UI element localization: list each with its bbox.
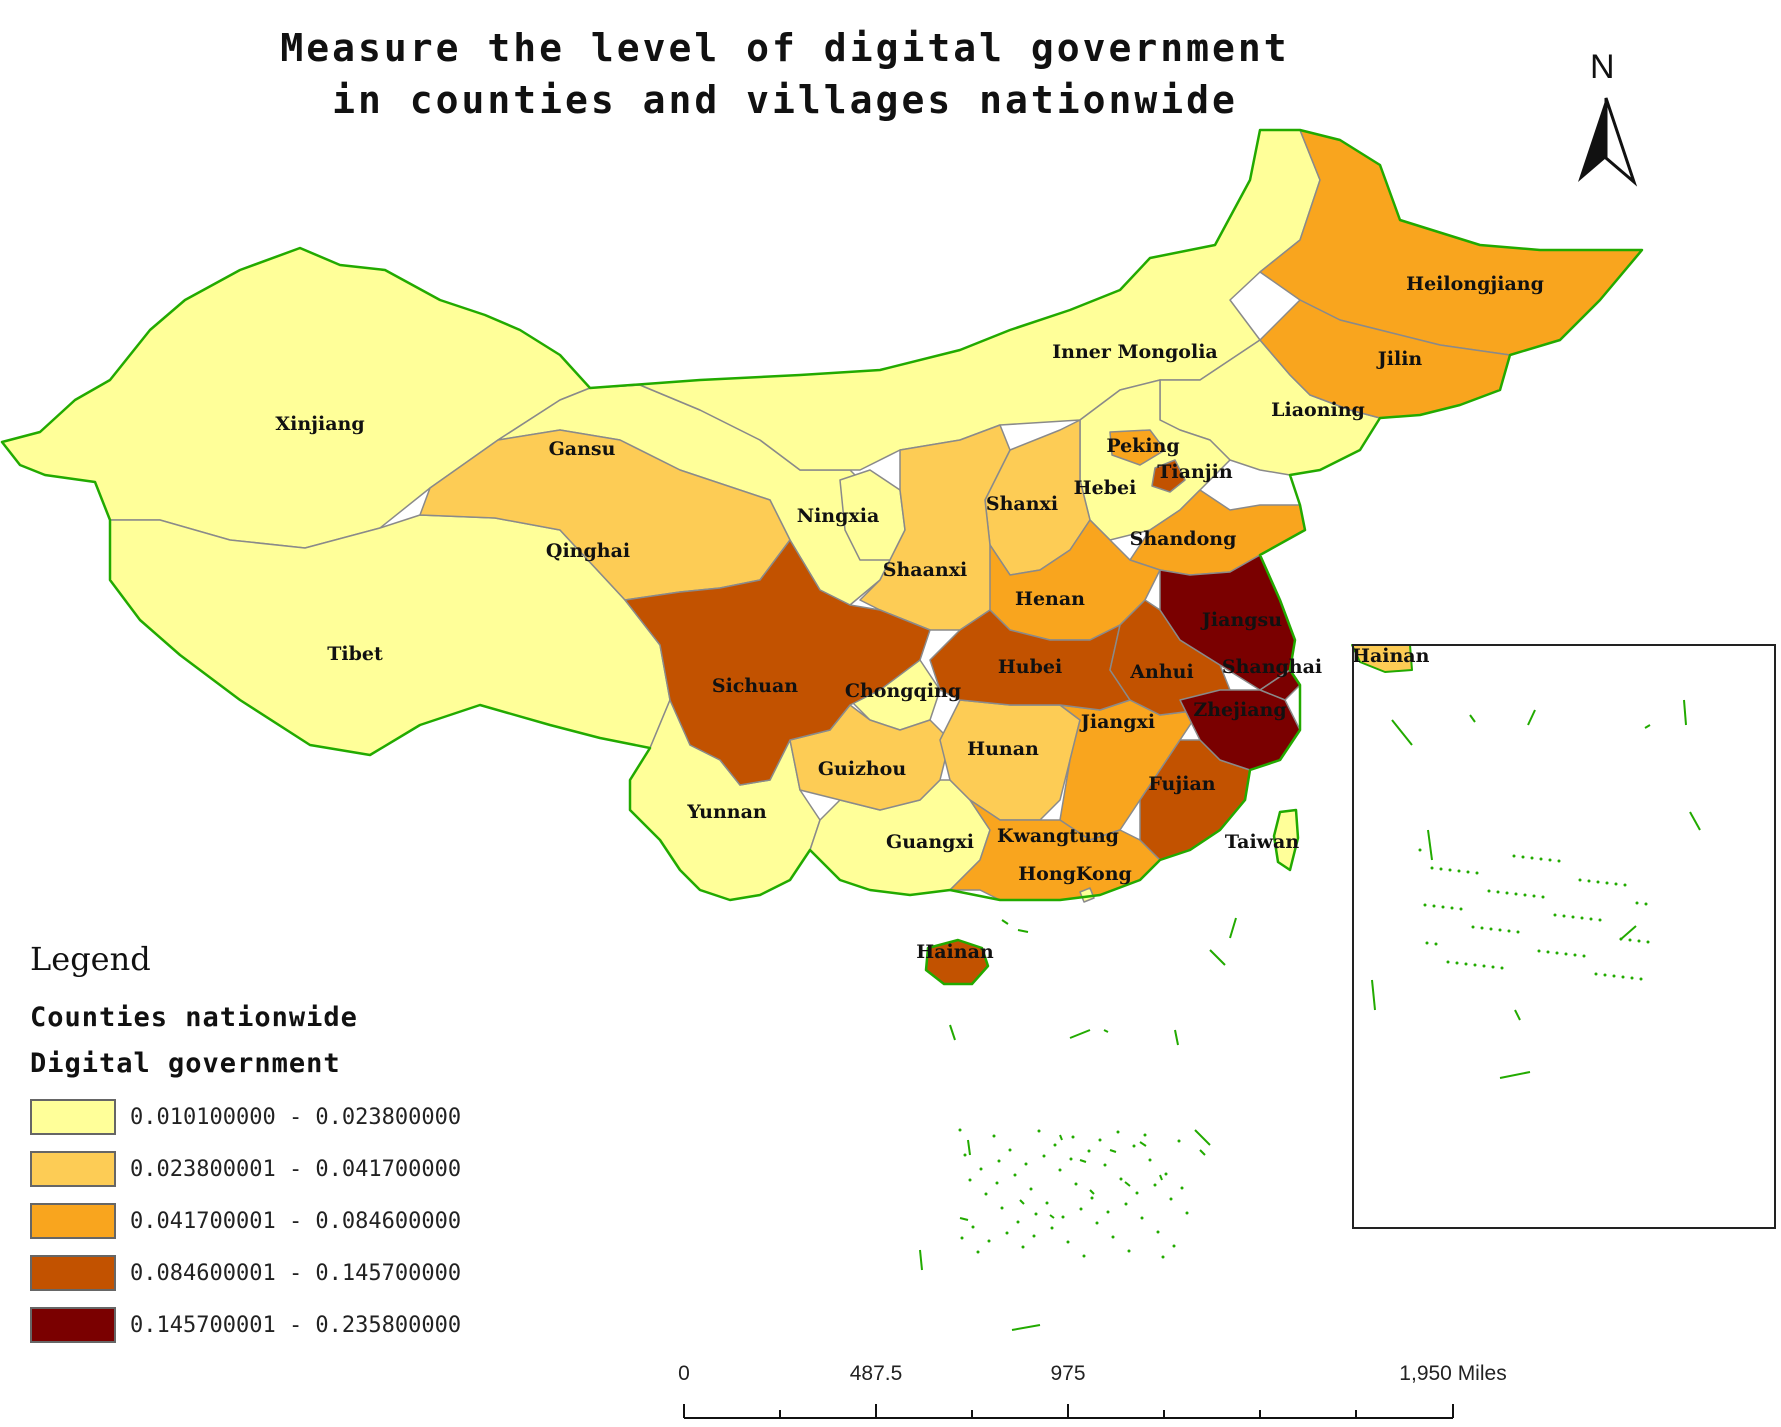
label-qinghai: Qinghai xyxy=(546,540,630,562)
label-hebei: Hebei xyxy=(1074,477,1137,499)
label-hunan: Hunan xyxy=(967,738,1039,760)
scale-label: 487.5 xyxy=(849,1362,903,1385)
label-fujian: Fujian xyxy=(1148,773,1215,795)
legend-item: 0.010100000 - 0.023800000 xyxy=(30,1097,461,1137)
inset-islands xyxy=(1371,699,1701,1079)
legend-swatch xyxy=(30,1307,116,1343)
inset-label: Hainan xyxy=(1352,645,1430,667)
coastline-hainan xyxy=(924,938,990,986)
label-anhui: Anhui xyxy=(1129,661,1193,683)
label-jilin: Jilin xyxy=(1376,348,1423,370)
label-kwangtung: Kwangtung xyxy=(997,825,1119,847)
coastline-taiwan xyxy=(1272,808,1300,872)
label-jiangxi: Jiangxi xyxy=(1079,711,1155,733)
scale-label: 1,950 Miles xyxy=(1399,1362,1507,1385)
label-henan: Henan xyxy=(1015,588,1085,610)
label-guangxi: Guangxi xyxy=(886,831,974,853)
label-hongkong: HongKong xyxy=(1018,863,1132,885)
legend-item: 0.041700001 - 0.084600000 xyxy=(30,1201,461,1241)
south-china-sea-islands xyxy=(919,917,1237,1331)
label-shandong: Shandong xyxy=(1130,528,1237,550)
label-inner-mongolia: Inner Mongolia xyxy=(1052,341,1217,363)
legend-item: 0.084600001 - 0.145700000 xyxy=(30,1253,461,1293)
province-peking xyxy=(1109,429,1166,466)
legend-swatch xyxy=(30,1255,116,1291)
province-sichuan xyxy=(624,539,931,786)
national-border xyxy=(0,128,1644,902)
legend-title: Legend xyxy=(30,940,151,978)
legend-range: 0.023800001 - 0.041700000 xyxy=(130,1156,462,1182)
legend-range: 0.041700001 - 0.084600000 xyxy=(130,1208,462,1234)
north-label: N xyxy=(1590,48,1615,86)
label-hainan: Hainan xyxy=(916,941,994,963)
legend-range: 0.010100000 - 0.023800000 xyxy=(130,1104,462,1130)
label-shanghai: Shanghai xyxy=(1222,656,1322,678)
label-tibet: Tibet xyxy=(327,643,383,665)
label-guizhou: Guizhou xyxy=(818,758,907,780)
map-title: Measure the level of digital government … xyxy=(280,26,1290,122)
legend-layer-name: Counties nationwide xyxy=(30,1002,358,1033)
scale-label: 975 xyxy=(1050,1362,1086,1385)
province-hongkong xyxy=(1079,887,1095,903)
label-ningxia: Ningxia xyxy=(797,505,880,527)
scale-bar xyxy=(683,1404,1454,1419)
legend-range: 0.084600001 - 0.145700000 xyxy=(130,1260,462,1286)
legend-swatch xyxy=(30,1099,116,1135)
label-shanxi: Shanxi xyxy=(986,493,1058,515)
label-gansu: Gansu xyxy=(549,438,616,460)
label-xinjiang: Xinjiang xyxy=(275,413,364,435)
label-liaoning: Liaoning xyxy=(1271,399,1365,421)
label-heilongjiang: Heilongjiang xyxy=(1406,273,1544,295)
legend-field-name: Digital government xyxy=(30,1048,341,1079)
north-arrow-icon xyxy=(1578,97,1638,187)
label-taiwan: Taiwan xyxy=(1225,831,1300,853)
label-chongqing: Chongqing xyxy=(845,680,961,702)
legend-item: 0.145700001 - 0.235800000 xyxy=(30,1305,461,1345)
legend-swatch xyxy=(30,1203,116,1239)
label-peking: Peking xyxy=(1106,435,1179,457)
legend-swatch xyxy=(30,1151,116,1187)
label-zhejiang: Zhejiang xyxy=(1193,699,1286,721)
province-tianjin xyxy=(1151,459,1186,493)
label-shaanxi: Shaanxi xyxy=(883,559,968,581)
inset-frame xyxy=(1352,644,1776,1229)
label-jiangsu: Jiangsu xyxy=(1200,609,1282,631)
label-sichuan: Sichuan xyxy=(712,675,798,697)
label-hubei: Hubei xyxy=(998,656,1062,678)
legend-range: 0.145700001 - 0.235800000 xyxy=(130,1312,462,1338)
label-tianjin: Tianjin xyxy=(1157,461,1233,483)
legend-item: 0.023800001 - 0.041700000 xyxy=(30,1149,461,1189)
scale-label: 0 xyxy=(678,1362,690,1385)
province-shaanxi xyxy=(859,424,1011,631)
label-yunnan: Yunnan xyxy=(686,801,767,823)
